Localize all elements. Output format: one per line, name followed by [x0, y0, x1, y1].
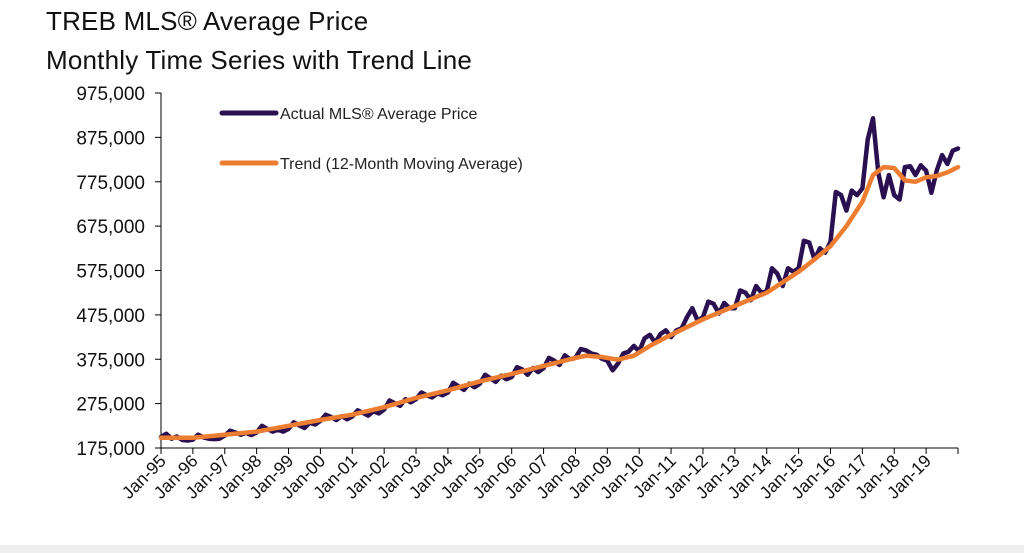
- y-tick-label: 475,000: [76, 306, 145, 327]
- y-tick-label: 175,000: [76, 439, 145, 460]
- legend: Actual MLS® Average Price Trend (12-Month…: [219, 106, 523, 173]
- y-tick-label: 975,000: [76, 84, 145, 105]
- y-axis: 175,000 275,000 375,000 475,000 575,000 675,0…: [76, 84, 162, 460]
- y-tick-label: 375,000: [76, 350, 145, 371]
- legend-actual-label: Actual MLS® Average Price: [280, 106, 477, 123]
- window-bottom-edge: [0, 545, 1024, 553]
- legend-trend-label: Trend (12-Month Moving Average): [280, 156, 523, 173]
- y-tick-label: 275,000: [76, 395, 145, 416]
- series-lines: [158, 116, 961, 443]
- chart-subtitle: Monthly Time Series with Trend Line: [46, 45, 473, 75]
- y-tick-label: 875,000: [76, 128, 145, 149]
- chart-title: TREB MLS® Average Price: [46, 6, 369, 36]
- y-tick-label: 775,000: [76, 173, 145, 194]
- x-axis: Jan-95Jan-96Jan-97Jan-98Jan-99Jan-00Jan-…: [118, 447, 959, 503]
- trend-line: [158, 164, 961, 441]
- y-tick-label: 675,000: [76, 217, 145, 238]
- y-tick-label: 575,000: [76, 262, 145, 283]
